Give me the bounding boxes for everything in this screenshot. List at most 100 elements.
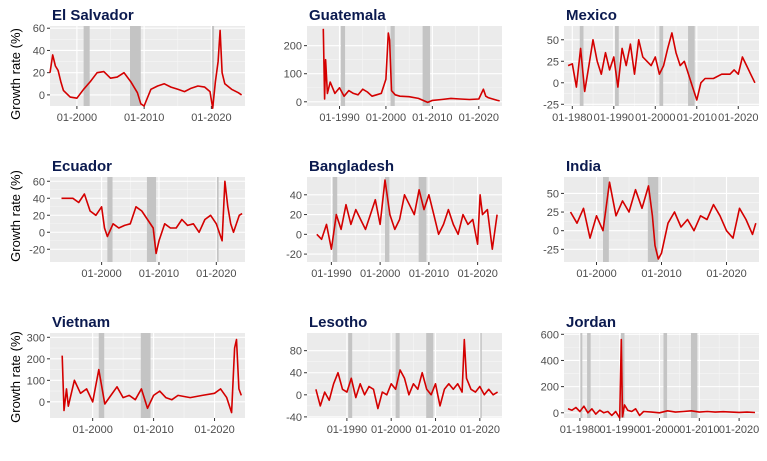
y-tick-label: 0 [553,226,559,238]
y-tick-label: 25 [547,207,559,219]
x-tick-label: 01-1990 [594,112,634,124]
y-tick-label: -25 [543,99,559,111]
recession-band [146,177,157,262]
panel-title: India [566,158,602,175]
x-tick-label: 01-2010 [124,112,164,124]
chart-panel: 01-2000 01-2010 01-2020 0 20 40 60 El Salvador [33,7,245,124]
x-tick-label: 01-2020 [194,424,234,436]
recession-band [212,26,215,106]
x-tick-label: 01-1980 [560,424,600,436]
x-tick-label: 01-2000 [57,112,97,124]
y-tick-label: 40 [290,190,302,202]
y-tick-label: 20 [33,210,45,222]
recession-band [83,26,90,106]
chart-panel: 01-2000 01-2010 01-2020 -20 0 20 40 60 Ecuador [29,158,245,280]
y-tick-label: 200 [27,354,45,366]
chart-panel: 01-1990 01-2000 01-2010 01-2020 -20 0 20 40 Bang… [286,158,502,280]
x-tick-label: 01-2020 [196,268,236,280]
panel-title: El Salvador [52,7,134,24]
recession-band [140,333,151,418]
recession-band [348,333,353,418]
y-tick-label: 0 [553,408,559,420]
x-tick-label: 01-1990 [311,268,351,280]
y-tick-label: 25 [547,56,559,68]
panel-title: Lesotho [309,314,367,331]
growth-rate-line [316,179,498,250]
x-tick-label: 01-2000 [81,268,121,280]
growth-rate-line [61,180,243,255]
x-tick-label: 01-2010 [409,268,449,280]
y-tick-label: -25 [543,244,559,256]
recession-band [587,333,591,418]
growth-rate-line [315,338,499,410]
panel-title: Ecuador [52,158,112,175]
recession-band [690,333,698,418]
y-tick-label: 400 [541,355,559,367]
recession-band [395,333,400,418]
panel-title: Bangladesh [309,158,394,175]
chart-panel: 01-1980 01-1990 01-2000 01-2010 01-2020 0 200 4… [541,314,760,436]
recession-band [130,26,141,106]
recession-band [390,26,395,106]
y-tick-label: 40 [290,368,302,380]
x-tick-label: 01-2010 [679,424,719,436]
recession-band [480,333,482,418]
x-tick-label: 01-2020 [191,112,231,124]
recession-band [663,333,668,418]
x-tick-label: 01-2010 [139,268,179,280]
y-tick-label: 60 [33,23,45,35]
recession-band [98,333,105,418]
y-tick-label: 20 [33,68,45,80]
x-tick-label: 01-2010 [677,112,717,124]
recession-band [580,333,583,418]
recession-band [615,26,619,106]
x-tick-label: 01-2010 [415,424,455,436]
recession-band [603,177,609,262]
chart-panel: 01-1990 01-2000 01-2010 01-2020 0 100 200 Guate… [284,7,502,124]
y-tick-label: 300 [27,332,45,344]
y-tick-label: -20 [29,244,45,256]
x-tick-label: 01-2010 [133,424,173,436]
y-tick-label: 0 [39,90,45,102]
x-tick-label: 01-1990 [319,112,359,124]
y-tick-label: 0 [39,397,45,409]
x-tick-label: 01-2020 [719,424,759,436]
y-axis-label-row-3: Growth rate (%) [8,331,23,423]
y-tick-label: 50 [547,188,559,200]
y-tick-label: 80 [290,346,302,358]
y-tick-label: 0 [553,78,559,90]
x-tick-label: 01-2020 [718,112,758,124]
x-tick-label: 01-2020 [457,268,497,280]
x-tick-label: 01-2000 [639,424,679,436]
panel-title: Guatemala [309,7,386,24]
panel-background [307,26,502,106]
y-tick-label: 40 [33,45,45,57]
x-tick-label: 01-1980 [552,112,592,124]
panel-title: Vietnam [52,314,110,331]
y-tick-label: 60 [33,176,45,188]
recession-band [422,26,431,106]
x-tick-label: 01-2000 [72,424,112,436]
y-tick-label: -20 [286,249,302,261]
y-tick-label: 50 [547,35,559,47]
recession-band [216,177,219,262]
x-tick-label: 01-2010 [412,112,452,124]
x-tick-label: 01-2000 [366,112,406,124]
y-axis-label-row-1: Growth rate (%) [8,28,23,120]
recession-band [385,177,390,262]
y-tick-label: 100 [284,69,302,81]
y-tick-label: 40 [33,193,45,205]
y-tick-label: 100 [27,375,45,387]
x-tick-label: 01-2020 [459,112,499,124]
x-tick-label: 01-2020 [460,424,500,436]
recession-band [426,333,434,418]
x-tick-label: 01-2000 [371,424,411,436]
y-tick-label: 200 [541,382,559,394]
y-tick-label: 20 [290,210,302,222]
panel-background [564,333,759,418]
panel-title: Jordan [566,314,616,331]
growth-rate-line [567,32,756,101]
x-tick-label: 01-1990 [600,424,640,436]
panel-title: Mexico [566,7,617,24]
